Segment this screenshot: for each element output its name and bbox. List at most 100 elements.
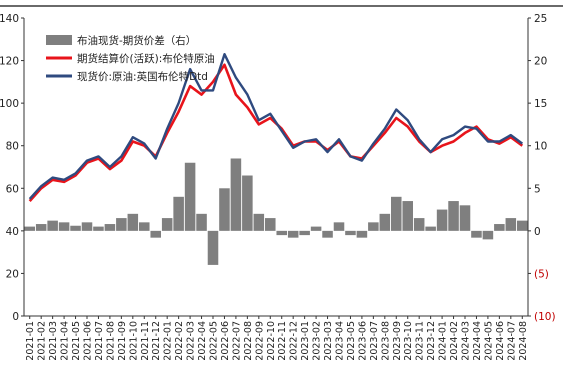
left-axis-tick-label: 40 — [6, 226, 19, 238]
spread-bar — [161, 218, 173, 231]
spread-bar — [93, 226, 104, 231]
spread-bar — [471, 230, 482, 238]
left-axis-tick-label: 20 — [6, 268, 19, 280]
x-axis-tick-label: 2023-01 — [300, 321, 311, 361]
spread-bar — [322, 230, 333, 238]
spread-bar — [127, 213, 139, 231]
spread-bar — [24, 226, 35, 231]
x-axis-tick-label: 2023-02 — [312, 321, 323, 361]
legend-item-spread: 布油现货-期货价差（右） — [46, 34, 196, 47]
spread-bar — [184, 162, 196, 231]
spread-bar — [242, 175, 253, 231]
spread-bar — [173, 196, 184, 231]
spread-bar — [310, 226, 322, 231]
spread-bar — [230, 158, 242, 231]
x-axis-tick-label: 2022-06 — [220, 321, 231, 361]
left-axis-tick-label: 140 — [0, 13, 19, 25]
spread-bar — [459, 205, 471, 231]
x-axis-tick-label: 2024-01 — [438, 321, 449, 361]
x-axis-tick-label: 2024-08 — [518, 321, 529, 361]
legend-label: 期货结算价(活跃):布伦特原油 — [77, 52, 215, 65]
right-axis-tick-label: (10) — [534, 311, 556, 323]
spread-bar — [413, 218, 425, 231]
x-axis-tick-label: 2023-03 — [323, 321, 334, 361]
legend: 布油现货-期货价差（右） 期货结算价(活跃):布伦特原油现货价:原油:英国布伦特D… — [46, 34, 215, 83]
spread-bar — [448, 201, 459, 231]
spread-bar — [368, 222, 379, 231]
spread-bar — [276, 230, 287, 236]
legend-swatch — [46, 35, 72, 45]
right-axis-tick-label: 10 — [534, 141, 547, 153]
right-axis-tick-label: 15 — [534, 98, 547, 110]
x-axis-tick-label: 2021-01 — [25, 321, 36, 361]
spread-bar — [356, 230, 368, 238]
spread-bar — [287, 230, 299, 238]
spread-bar — [104, 224, 116, 231]
x-axis-tick-label: 2022-12 — [289, 321, 300, 361]
spread-bar — [47, 220, 58, 231]
x-axis-tick-label: 2021-05 — [71, 321, 82, 361]
spread-bar — [139, 222, 150, 231]
spread-bar — [150, 230, 161, 238]
left-axis-tick-label: 100 — [0, 98, 19, 110]
x-axis-tick-label: 2022-04 — [197, 321, 208, 361]
legend-label: 布油现货-期货价差（右） — [77, 34, 196, 47]
x-axis-tick-label: 2022-02 — [174, 321, 185, 361]
spread-bar — [35, 224, 47, 231]
spread-bar — [70, 225, 81, 231]
x-axis-tick-label: 2022-03 — [186, 321, 197, 361]
spread-bar — [265, 218, 276, 231]
x-axis-tick-label: 2021-07 — [94, 321, 105, 361]
x-axis-tick-label: 2021-03 — [48, 321, 59, 361]
spread-bar — [494, 224, 505, 231]
x-axis-tick-label: 2024-05 — [483, 321, 494, 361]
spread-bar — [436, 209, 448, 231]
spread-bar — [207, 230, 219, 265]
x-axis-tick-label: 2022-09 — [254, 321, 265, 361]
right-axis-tick-label: 5 — [534, 183, 541, 195]
x-axis-tick-label: 2021-04 — [60, 321, 71, 361]
spread-bar — [116, 218, 127, 231]
spread-bar — [333, 222, 345, 231]
spread-bar — [505, 218, 517, 231]
x-axis-tick-label: 2021-06 — [83, 321, 94, 361]
spread-bar — [379, 213, 391, 231]
x-axis-tick-label: 2023-09 — [392, 321, 403, 361]
x-axis-tick-label: 2023-08 — [380, 321, 391, 361]
spread-bar — [299, 230, 310, 236]
spread-bar — [391, 196, 402, 231]
x-axis-tick-label: 2024-03 — [461, 321, 472, 361]
x-axis-tick-label: 2021-09 — [117, 321, 128, 361]
axes: 0 20 40 60 80 100 120 140 (10) (5) 0 5 10 15 20 25 2021-… — [0, 13, 556, 361]
x-axis-tick-label: 2024-07 — [506, 321, 517, 361]
left-axis-tick-label: 120 — [0, 56, 19, 68]
x-axis-tick-label: 2023-07 — [369, 321, 380, 361]
spread-bar — [517, 220, 528, 231]
x-axis-tick-label: 2023-10 — [403, 321, 414, 361]
x-axis-tick-label: 2022-05 — [209, 321, 220, 361]
x-axis-tick-label: 2021-08 — [105, 321, 116, 361]
right-axis-tick-label: 20 — [534, 56, 547, 68]
spread-bar — [402, 201, 413, 231]
spread-bar — [253, 213, 265, 231]
x-axis-tick-label: 2021-11 — [140, 321, 151, 361]
spread-bar — [58, 222, 70, 231]
x-axis-tick-label: 2023-04 — [335, 321, 346, 361]
right-axis-tick-label: 0 — [534, 226, 541, 238]
spread-bar — [196, 213, 207, 231]
x-axis-tick-label: 2023-11 — [415, 321, 426, 361]
x-axis-tick-label: 2022-08 — [243, 321, 254, 361]
spread-bars — [24, 158, 528, 265]
legend-item-futures: 期货结算价(活跃):布伦特原油 — [46, 52, 215, 65]
x-axis-tick-label: 2021-10 — [128, 321, 139, 361]
futures-price-line — [28, 63, 524, 202]
x-axis-tick-label: 2024-06 — [495, 321, 506, 361]
x-axis-tick-label: 2023-05 — [346, 321, 357, 361]
legend-label: 现货价:原油:英国布伦特Dtd — [77, 70, 208, 83]
left-axis-tick-label: 0 — [12, 311, 19, 323]
x-axis-tick-label: 2022-01 — [163, 321, 174, 361]
x-axis-tick-label: 2024-04 — [472, 321, 483, 361]
spread-bar — [81, 222, 93, 231]
spread-bar — [425, 226, 436, 231]
